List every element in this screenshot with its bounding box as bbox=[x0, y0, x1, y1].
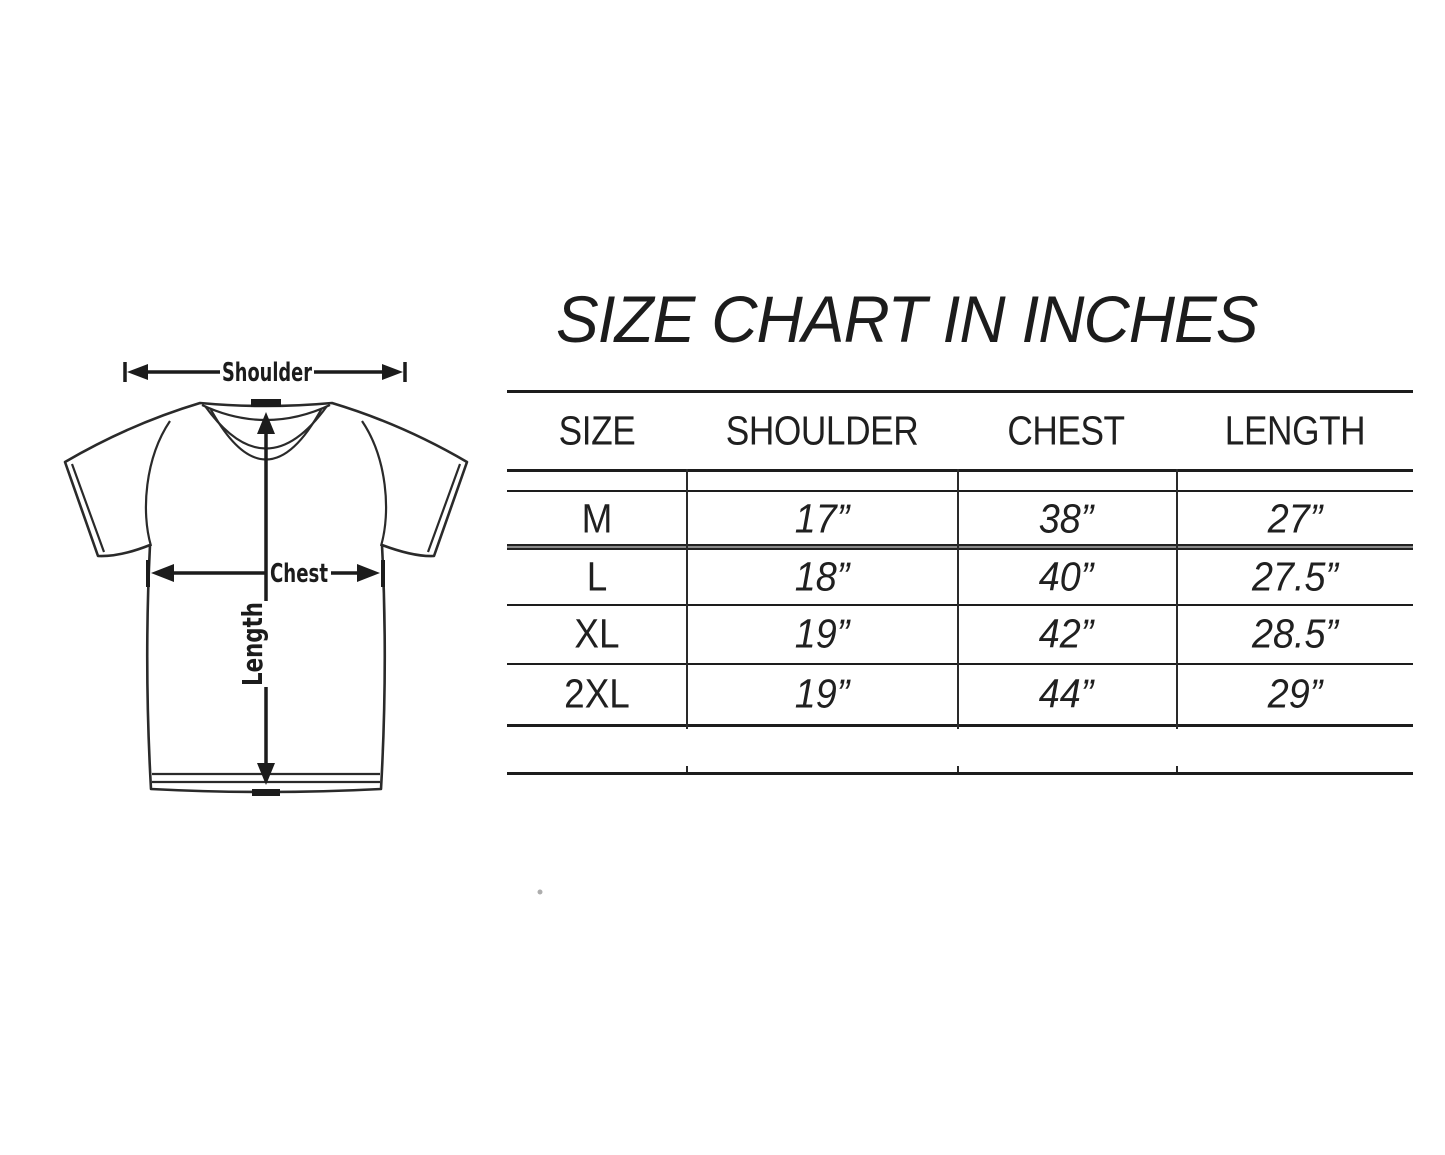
shoulder-label: Shoulder bbox=[222, 358, 312, 388]
print-speck bbox=[537, 889, 543, 895]
row-l-shoulder: 18” bbox=[794, 553, 850, 600]
column-rule-1-tick bbox=[686, 766, 688, 772]
shoulder-arrowhead-right bbox=[382, 364, 403, 380]
shoulder-measure: Shoulder bbox=[123, 358, 407, 388]
row-xl-shoulder: 19” bbox=[794, 610, 850, 657]
row-l-chest: 40” bbox=[1038, 553, 1094, 600]
row-l-size: L bbox=[586, 553, 608, 600]
left-cuff-stitch bbox=[70, 463, 106, 553]
length-arrowhead-up bbox=[257, 412, 275, 434]
row-l-length: 27.5” bbox=[1252, 553, 1338, 600]
column-rule-2 bbox=[957, 469, 959, 729]
length-bottom-tick bbox=[252, 789, 280, 796]
row-xl-size: XL bbox=[574, 610, 620, 657]
right-cuff-stitch bbox=[426, 463, 462, 553]
table-body-bottom-rule bbox=[507, 724, 1413, 727]
left-armhole-seam bbox=[144, 420, 171, 547]
row-divider-l-xl bbox=[507, 604, 1413, 606]
header-length: LENGTH bbox=[1224, 407, 1366, 454]
row-divider-m-l bbox=[507, 544, 1413, 550]
chest-label: Chest bbox=[270, 559, 328, 589]
chest-measure: Chest bbox=[146, 559, 385, 589]
row-m-length: 27” bbox=[1267, 495, 1323, 542]
row-2xl-length: 29” bbox=[1267, 670, 1323, 717]
length-measure: Length bbox=[236, 399, 281, 796]
length-label: Length bbox=[236, 602, 269, 686]
column-rule-2-tick bbox=[957, 766, 959, 772]
header-chest: CHEST bbox=[1007, 407, 1125, 454]
length-arrowhead-down bbox=[257, 763, 275, 785]
chest-arrowhead-left bbox=[151, 564, 174, 582]
column-rule-1 bbox=[686, 469, 688, 729]
chest-arrowhead-right bbox=[357, 564, 380, 582]
table-bottom-rule bbox=[507, 772, 1413, 775]
length-top-tick bbox=[251, 399, 281, 407]
column-rule-3 bbox=[1176, 469, 1178, 729]
column-rule-3-tick bbox=[1176, 766, 1178, 772]
row-2xl-shoulder: 19” bbox=[794, 670, 850, 717]
header-size: SIZE bbox=[558, 407, 636, 454]
header-shoulder: SHOULDER bbox=[725, 407, 919, 454]
row-m-size: M bbox=[581, 495, 613, 542]
row-xl-length: 28.5” bbox=[1252, 610, 1338, 657]
table-top-rule bbox=[507, 390, 1413, 393]
shoulder-arrowhead-left bbox=[127, 364, 148, 380]
header-rule-2 bbox=[507, 490, 1413, 492]
row-2xl-size: 2XL bbox=[564, 670, 630, 717]
row-m-chest: 38” bbox=[1038, 495, 1094, 542]
row-divider-xl-2xl bbox=[507, 663, 1413, 665]
right-armhole-seam bbox=[361, 420, 388, 547]
page-title: SIZE CHART IN INCHES bbox=[556, 282, 1258, 356]
row-m-shoulder: 17” bbox=[794, 495, 850, 542]
header-rule-1 bbox=[507, 469, 1413, 472]
row-xl-chest: 42” bbox=[1038, 610, 1094, 657]
row-2xl-chest: 44” bbox=[1038, 670, 1094, 717]
